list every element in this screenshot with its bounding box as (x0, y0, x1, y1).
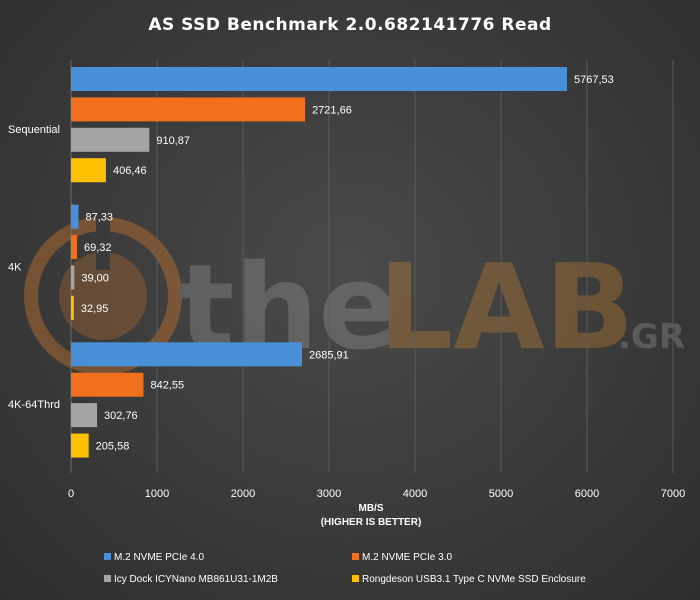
legend-swatch (104, 553, 111, 560)
x-tick-label: 6000 (575, 488, 599, 500)
category-label: Sequential (8, 124, 60, 136)
bar (71, 158, 106, 183)
data-label: 842,55 (150, 380, 184, 392)
data-label: 87,33 (86, 212, 114, 224)
x-tick-label: 0 (68, 488, 74, 500)
x-axis-title-line2: (HIGHER IS BETTER) (321, 517, 422, 528)
bar (71, 342, 302, 367)
x-tick-label: 1000 (145, 488, 169, 500)
bar (71, 67, 568, 91)
x-tick-labels: 0 1000 2000 3000 4000 5000 6000 7000 (68, 488, 685, 500)
data-label: 302,76 (104, 410, 138, 422)
x-axis-title-line1: MB/S (359, 503, 384, 514)
bar (71, 235, 77, 260)
legend: M.2 NVME PCIe 4.0 M.2 NVME PCIe 3.0 Icy Do… (104, 552, 586, 585)
legend-label: M.2 NVME PCIe 4.0 (114, 552, 204, 563)
power-icon (24, 210, 182, 375)
x-tick-label: 4000 (403, 488, 427, 500)
x-tick-label: 2000 (231, 488, 255, 500)
legend-swatch (352, 553, 359, 560)
data-label: 910,87 (156, 135, 190, 147)
legend-label: Rongdeson USB3.1 Type C NVMe SSD Enclosu… (362, 574, 586, 585)
data-label: 2685,91 (309, 349, 349, 361)
category-label: 4K (8, 262, 22, 274)
category-label: 4K-64Thrd (8, 399, 60, 411)
data-label: 5767,53 (574, 74, 614, 86)
watermark-lab: LAB (378, 238, 634, 376)
bar (71, 403, 98, 428)
bar (71, 97, 306, 122)
bars: 5767,53 2721,66 910,87 406,46 87,33 69,32 39,0… (71, 67, 614, 458)
bar (71, 433, 89, 458)
x-tick-label: 5000 (489, 488, 513, 500)
data-label: 69,32 (84, 242, 112, 254)
bar (71, 372, 144, 397)
x-tick-label: 7000 (661, 488, 685, 500)
data-label: 39,00 (81, 272, 109, 284)
chart-title: AS SSD Benchmark 2.0.682141776 Read (148, 15, 551, 35)
legend-label: Icy Dock ICYNano MB861U31-1M2B (114, 574, 278, 585)
bar (71, 127, 150, 152)
bar (71, 295, 74, 320)
category-labels: Sequential 4K 4K-64Thrd (8, 124, 60, 411)
bar (71, 204, 79, 229)
data-label: 406,46 (113, 165, 147, 177)
x-tick-label: 3000 (317, 488, 341, 500)
legend-swatch (104, 575, 111, 582)
data-label: 205,58 (96, 441, 130, 453)
data-label: 2721,66 (312, 104, 352, 116)
legend-swatch (352, 575, 359, 582)
bar (71, 265, 75, 290)
legend-label: M.2 NVME PCIe 3.0 (362, 552, 452, 563)
watermark-gr: .GR (618, 317, 685, 357)
data-label: 32,95 (81, 303, 109, 315)
